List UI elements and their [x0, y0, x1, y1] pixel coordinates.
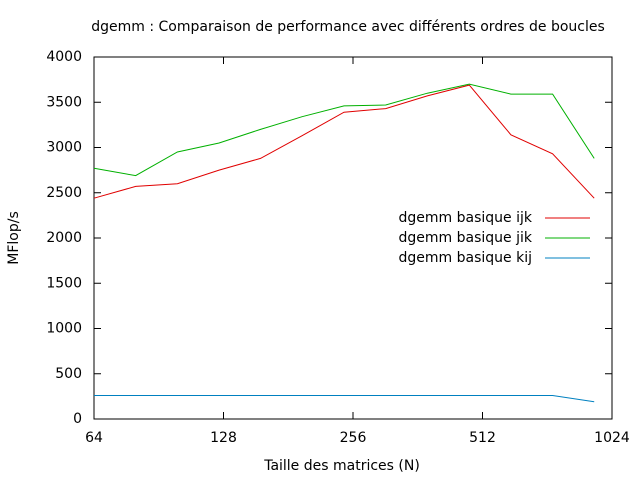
y-tick-label: 500 [55, 366, 82, 382]
y-tick-label: 3500 [46, 94, 82, 110]
legend-label: dgemm basique kij [399, 250, 532, 266]
series-line [94, 395, 595, 403]
chart-title: dgemm : Comparaison de performance avec … [91, 19, 605, 35]
y-axis-label: MFlop/s [6, 211, 22, 264]
y-tick-label: 4000 [46, 49, 82, 65]
y-tick-label: 2500 [46, 185, 82, 201]
y-tick-label: 1500 [46, 275, 82, 291]
y-tick-label: 2000 [46, 230, 82, 246]
x-tick-label: 64 [85, 430, 103, 446]
series-line [93, 84, 595, 199]
x-tick-label: 256 [340, 430, 367, 446]
x-tick-label: 512 [469, 430, 496, 446]
legend-label: dgemm basique jik [399, 230, 533, 246]
y-tick-label: 3000 [46, 140, 82, 156]
y-tick-label: 0 [73, 411, 82, 427]
x-tick-label: 1024 [594, 430, 630, 446]
y-tick-label: 1000 [46, 321, 82, 337]
x-tick-label: 128 [210, 430, 237, 446]
legend-label: dgemm basique ijk [399, 210, 533, 226]
x-axis-label: Taille des matrices (N) [263, 458, 420, 474]
series-line [93, 83, 595, 177]
